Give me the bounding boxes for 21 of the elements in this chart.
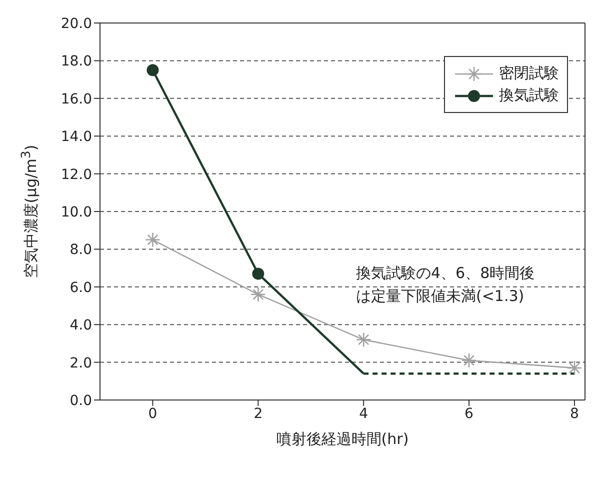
y-tick-label: 20.0 [60,16,92,32]
x-tick-label: 4 [359,406,368,422]
y-tick-label: 10.0 [60,204,92,220]
x-tick-label: 2 [254,406,263,422]
y-tick-label: 16.0 [60,91,92,108]
y-tick-label: 12.0 [60,166,92,183]
annotation: 換気試験の4、6、8時間後 [356,263,535,284]
y-tick-label: 6.0 [70,280,92,296]
x-tick-label: 0 [148,406,158,422]
y-tick-label: 4.0 [70,318,92,334]
y-tick-label: 18.0 [60,54,92,70]
legend-label: 密閉試験 [499,64,559,83]
y-tick-label: 0.0 [70,392,92,409]
y-tick-label: 2.0 [70,355,92,372]
x-axis-title: 噴射後経過時間(hr) [276,430,409,448]
x-tick-label: 6 [464,406,474,422]
y-tick-label: 8.0 [70,242,92,258]
legend-label: 換気試験 [499,86,559,105]
annotation: は定量下限値未満(<1.3) [356,286,524,307]
y-tick-label: 14.0 [60,129,92,146]
x-tick-label: 8 [570,406,579,422]
